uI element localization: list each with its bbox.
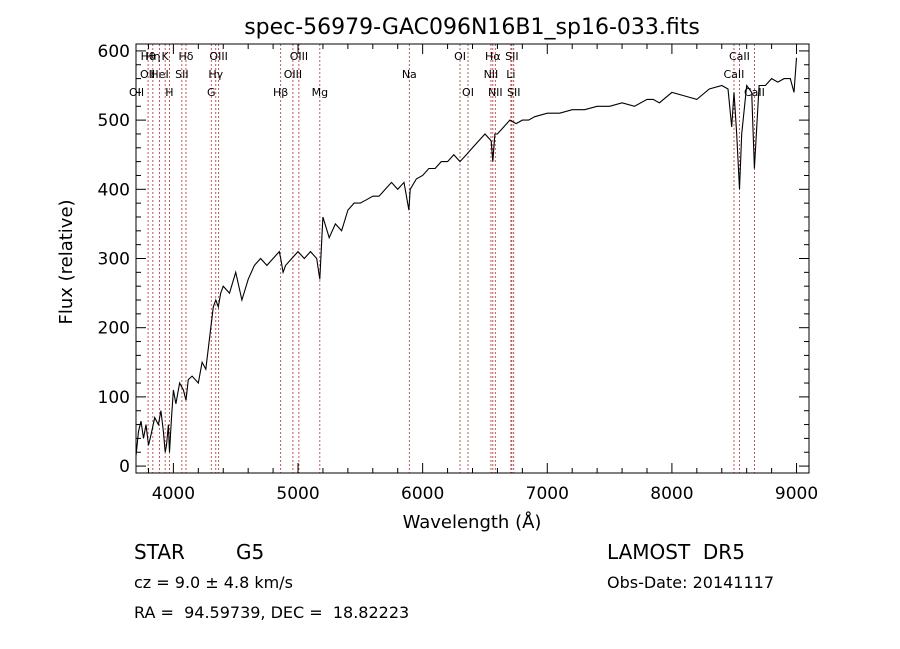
marker-label: CaII: [724, 68, 745, 81]
marker-label: OII: [140, 68, 155, 81]
marker-label: SII: [505, 50, 518, 63]
marker-label: HeI: [150, 68, 168, 81]
marker-label: H: [165, 86, 173, 99]
marker-label: NII: [488, 86, 503, 99]
y-tick-label: 0: [119, 457, 130, 477]
marker-label: G: [207, 86, 216, 99]
x-tick-label: 7000: [526, 484, 569, 504]
y-tick-label: 400: [98, 180, 130, 200]
marker-label: Hη: [145, 50, 160, 63]
x-tick-label: 5000: [276, 484, 319, 504]
y-tick-label: 600: [98, 42, 130, 62]
marker-label: Mg: [312, 86, 328, 99]
x-axis-ticks: 4000 5000 6000 7000 8000 9000: [147, 44, 818, 504]
y-tick-label: 100: [98, 388, 130, 408]
marker-label: OIII: [284, 68, 302, 81]
x-tick-label: 9000: [775, 484, 818, 504]
x-tick-label: 4000: [152, 484, 195, 504]
marker-label: Na: [402, 68, 417, 81]
object-subclass: G5: [236, 540, 265, 564]
ra-dec: RA = 94.59739, DEC = 18.82223: [134, 603, 410, 622]
marker-label: OIII: [290, 50, 308, 63]
marker-label: SII: [175, 68, 188, 81]
marker-label: NII: [484, 68, 499, 81]
marker-label: OI: [454, 50, 466, 63]
marker-label: Hθ: [141, 50, 156, 63]
marker-label: Hδ: [178, 50, 193, 63]
marker-label: CaII: [729, 50, 750, 63]
y-axis-ticks: 0 100 200 300 400 500 600: [98, 42, 809, 477]
y-tick-label: 300: [98, 250, 130, 270]
marker-label: Hα: [485, 50, 501, 63]
y-axis-label: Flux (relative): [56, 199, 77, 324]
redshift-cz: cz = 9.0 ± 4.8 km/s: [134, 573, 293, 592]
spectrum-line: [135, 57, 798, 456]
x-tick-label: 8000: [650, 484, 693, 504]
marker-label: OI: [462, 86, 474, 99]
object-class: STAR: [134, 540, 185, 564]
marker-label: OIII: [209, 50, 227, 63]
chart-title: spec-56979-GAC096N16B1_sp16-033.fits: [244, 15, 700, 40]
plot-frame: [135, 43, 810, 474]
observation-date: Obs-Date: 20141117: [607, 573, 775, 592]
survey-name: LAMOST DR5: [607, 540, 745, 564]
marker-label: CaII: [744, 86, 765, 99]
line-markers: [147, 44, 755, 473]
marker-label: Hγ: [208, 68, 223, 81]
marker-label: SII: [507, 86, 520, 99]
marker-label: Hβ: [273, 86, 288, 99]
marker-label: K: [162, 50, 170, 63]
x-axis-label: Wavelength (Å): [403, 511, 542, 533]
marker-label: Li: [506, 68, 515, 81]
y-tick-label: 200: [98, 319, 130, 339]
x-tick-label: 6000: [401, 484, 444, 504]
y-tick-label: 500: [98, 111, 130, 131]
